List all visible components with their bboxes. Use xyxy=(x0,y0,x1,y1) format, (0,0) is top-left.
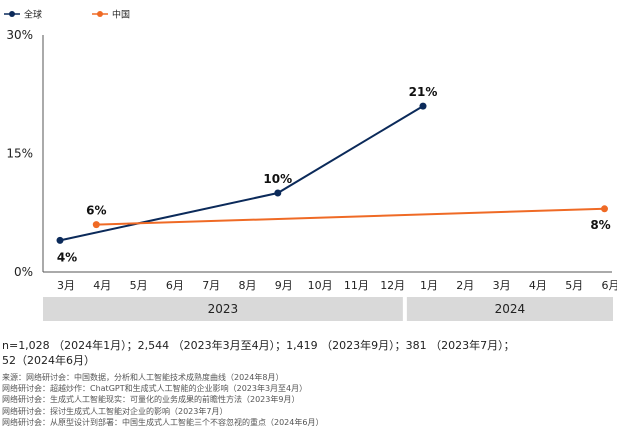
legend-marker-2 xyxy=(97,11,103,17)
x-tick-label-7: 9月 xyxy=(275,279,293,292)
x-tick-label-5: 7月 xyxy=(202,279,220,292)
x-tick-label-9: 11月 xyxy=(344,279,369,292)
source-line-1: 来源：网络研讨会：中国数据，分析和人工智能技术成熟度曲线（2024年8月） xyxy=(2,372,323,383)
x-tick-label-14: 4月 xyxy=(529,279,547,292)
x-tick-label-6: 8月 xyxy=(239,279,257,292)
data-point-2-2 xyxy=(601,205,608,212)
source-line-4: 网络研讨会：探讨生成式人工智能对企业的影响（2023年7月） xyxy=(2,406,323,417)
x-tick-label-8: 10月 xyxy=(308,279,333,292)
x-tick-label-4: 6月 xyxy=(166,279,184,292)
legend-marker-1 xyxy=(9,11,15,17)
data-point-1-1 xyxy=(57,237,64,244)
line-chart: 全球 中国 0% 15% 30% 3月 4月 5月 6月 7月 8月 9月 10月 11月 12月 1月 2月 3… xyxy=(0,0,617,330)
x-tick-label-3: 5月 xyxy=(130,279,148,292)
source-line-5: 网络研讨会：从原型设计到部署：中国生成式人工智能三个不容忽视的重点（2024年6… xyxy=(2,417,323,428)
sample-size-line-1: n=1,028 （2024年1月）；2,544 （2023年3月至4月）；1,4… xyxy=(2,338,515,353)
x-tick-label-10: 12月 xyxy=(380,279,405,292)
data-label-1-1: 4% xyxy=(57,250,77,264)
year-label-2024: 2024 xyxy=(495,302,526,316)
source-notes: 来源：网络研讨会：中国数据，分析和人工智能技术成熟度曲线（2024年8月） 网络… xyxy=(2,372,323,428)
data-label-2-1: 6% xyxy=(86,204,106,218)
sample-size-note: n=1,028 （2024年1月）；2,544 （2023年3月至4月）；1,4… xyxy=(2,338,515,368)
data-label-2-2: 8% xyxy=(590,218,610,232)
data-point-1-3 xyxy=(420,103,427,110)
x-tick-label-1: 3月 xyxy=(57,279,75,292)
x-tick-label-12: 2月 xyxy=(456,279,474,292)
y-tick-label-3: 30% xyxy=(6,28,33,42)
data-label-1-3: 21% xyxy=(409,85,438,99)
y-tick-label-2: 15% xyxy=(6,147,33,161)
source-line-3: 网络研讨会：生成式人工智能现实：可量化的业务成果的前瞻性方法（2023年9月） xyxy=(2,394,323,405)
x-tick-label-13: 3月 xyxy=(493,279,511,292)
x-tick-label-11: 1月 xyxy=(420,279,438,292)
y-tick-label-1: 0% xyxy=(14,265,33,279)
source-line-2: 网络研讨会：超越炒作：ChatGPT和生成式人工智能的企业影响（2023年3月至… xyxy=(2,383,323,394)
data-label-1-2: 10% xyxy=(263,172,292,186)
x-tick-label-2: 4月 xyxy=(93,279,111,292)
data-point-1-2 xyxy=(274,190,281,197)
legend-label-1: 全球 xyxy=(24,9,42,21)
sample-size-line-2: 52（2024年6月） xyxy=(2,353,515,368)
x-tick-label-16: 6月 xyxy=(602,279,617,292)
legend-label-2: 中国 xyxy=(112,9,130,21)
data-point-2-1 xyxy=(93,221,100,228)
x-tick-label-15: 5月 xyxy=(565,279,583,292)
year-label-2023: 2023 xyxy=(208,302,239,316)
